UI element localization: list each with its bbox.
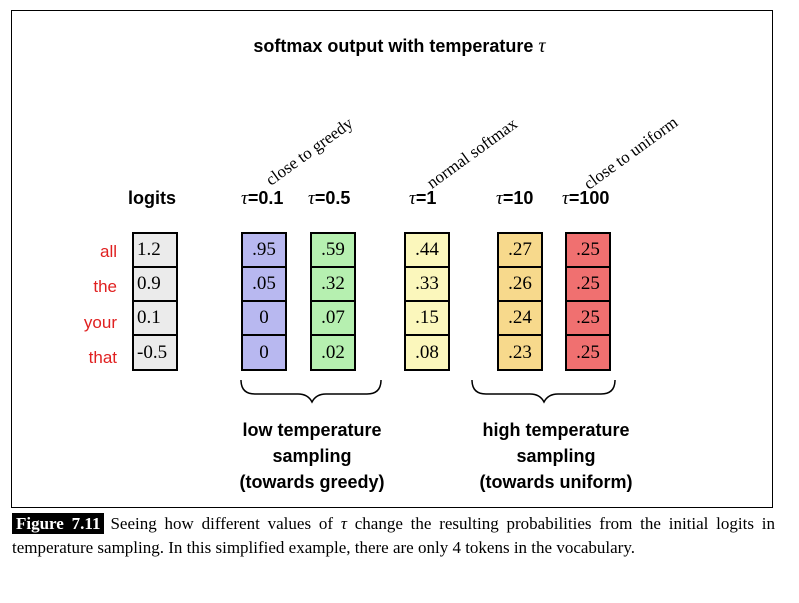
prob-cell: .26 [499,268,541,302]
figure-caption: Figure 7.11 Seeing how different values o… [12,512,775,560]
label-line: (towards greedy) [239,472,385,492]
tau-header-0: τ=0.1 [241,188,283,210]
figure-title: softmax output with temperature τ [0,35,799,58]
prob-cell: .59 [312,234,354,268]
prob-cell: .25 [567,234,609,268]
token-label: that [88,348,117,367]
prob-column-tau-100: .25 .25 .25 .25 [565,232,611,371]
tau-header-2: τ=1 [409,188,436,210]
tau-header-1: τ=0.5 [308,188,350,210]
prob-cell: .27 [499,234,541,268]
label-line: high temperature [482,420,630,440]
prob-cell: .02 [321,341,345,363]
prob-cell: .07 [312,302,354,336]
prob-cell: .05 [243,268,285,302]
logit-cell: 0.9 [134,268,176,302]
tau-symbol: τ [409,188,416,209]
tau-value: =100 [568,188,610,208]
token-label: the [93,277,117,296]
tau-symbol: τ [496,188,503,209]
label-line: sampling [272,446,352,466]
prob-column-tau-1: .44 .33 .15 .08 [404,232,450,371]
tau-symbol: τ [308,188,315,209]
prob-cell: .15 [406,302,448,336]
prob-cell: .08 [415,341,439,363]
tau-value: =0.1 [247,188,284,208]
tau-symbol: τ [538,35,546,57]
tau-value: =1 [415,188,437,208]
figure-number-label: Figure 7.11 [12,513,105,534]
high-temperature-label: high temperature sampling (towards unifo… [456,417,656,495]
prob-cell: .33 [406,268,448,302]
logits-column: 1.2 0.9 0.1 -0.5 [132,232,178,371]
prob-column-tau-10: .27 .26 .24 .23 [497,232,543,371]
prob-column-tau-0.1: .95 .05 0 0 [241,232,287,371]
label-line: (towards uniform) [479,472,633,492]
low-temperature-label: low temperature sampling (towards greedy… [222,417,402,495]
prob-cell: .25 [576,341,600,363]
label-line: sampling [516,446,596,466]
prob-column-tau-0.5: .59 .32 .07 .02 [310,232,356,371]
figure-frame [11,10,773,508]
caption-text: Seeing how different values of [110,514,341,533]
prob-cell: .25 [567,302,609,336]
prob-cell: .44 [406,234,448,268]
logit-cell: -0.5 [137,341,168,363]
tau-value: =10 [502,188,534,208]
prob-cell: .24 [499,302,541,336]
prob-cell: .32 [312,268,354,302]
logit-cell: 0.1 [134,302,176,336]
prob-cell: 0 [259,341,269,363]
figure-title-text: softmax output with temperature [253,36,539,56]
prob-cell: .23 [508,341,532,363]
tau-value: =0.5 [314,188,351,208]
tau-symbol: τ [241,188,248,209]
token-label: all [99,242,117,261]
low-temp-brace [240,379,382,404]
tau-symbol: τ [340,514,347,533]
caption-text: change the resulting probabilities from … [12,514,775,557]
logits-header: logits [128,188,176,208]
label-line: low temperature [242,420,382,440]
tau-header-3: τ=10 [496,188,533,210]
high-temp-brace [471,379,616,404]
logit-cell: 1.2 [134,234,176,268]
token-label: your [83,313,117,332]
prob-cell: .25 [567,268,609,302]
prob-cell: 0 [243,302,285,336]
tau-header-4: τ=100 [562,188,609,210]
prob-cell: .95 [243,234,285,268]
tau-symbol: τ [562,188,569,209]
